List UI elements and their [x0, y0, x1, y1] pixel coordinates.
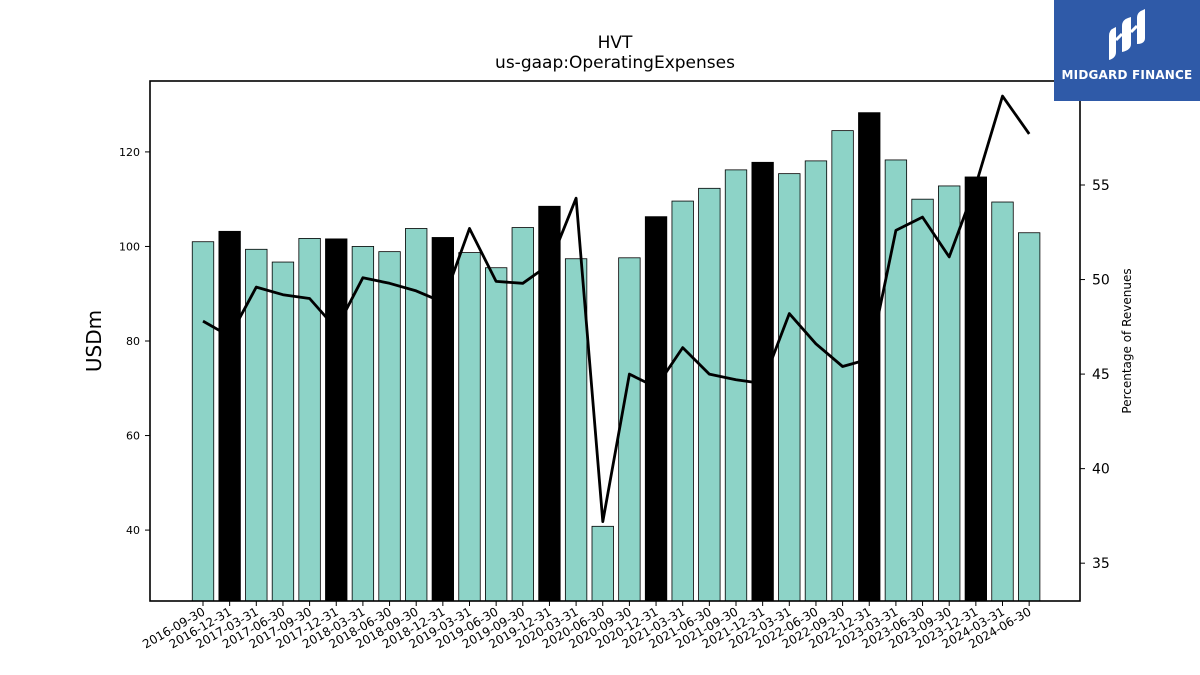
- bar-2017-09-30: [298, 238, 321, 602]
- y2-tick-label: 45: [1092, 367, 1110, 383]
- bar-2016-12-31: [218, 230, 241, 602]
- bar-2020-09-30: [618, 257, 641, 602]
- y2-tick-label: 55: [1092, 178, 1110, 194]
- bar-2018-03-31: [351, 246, 375, 602]
- bar-2023-12-31: [964, 176, 987, 602]
- y-axis: 40 60 80 100 120: [119, 146, 150, 537]
- y2-tick-label: 35: [1092, 556, 1110, 572]
- bar-2019-06-30: [484, 267, 508, 602]
- y-axis-label: USDm: [82, 310, 106, 372]
- bar-2023-09-30: [938, 185, 961, 602]
- y2-axis: 35 40 45 50 55: [1080, 178, 1110, 572]
- bar-2020-06-30: [591, 525, 614, 602]
- ratio-line: [202, 94, 1031, 523]
- midgard-logo-icon: [1109, 9, 1145, 60]
- line-group: [202, 94, 1031, 523]
- bar-2019-03-31: [458, 252, 481, 602]
- bar-2018-06-30: [378, 251, 401, 602]
- bar-2020-12-31: [644, 216, 668, 602]
- bars-group: [191, 112, 1041, 602]
- bar-2022-03-31: [778, 173, 801, 602]
- bar-2017-12-31: [325, 238, 348, 602]
- bar-2017-06-30: [271, 261, 295, 602]
- bar-2021-06-30: [698, 187, 721, 602]
- bar-2021-09-30: [724, 169, 748, 602]
- bar-2016-09-30: [191, 241, 215, 602]
- y2-tick-label: 40: [1092, 462, 1110, 478]
- y-tick-label: 80: [126, 335, 140, 348]
- chart-title: HVT: [598, 33, 633, 53]
- y-tick-label: 120: [119, 146, 140, 159]
- bar-2023-06-30: [911, 198, 934, 602]
- y-tick-label: 100: [119, 240, 140, 253]
- bar-2022-06-30: [804, 160, 828, 602]
- chart-subtitle: us-gaap:OperatingExpenses: [495, 53, 735, 73]
- bar-2021-03-31: [671, 200, 694, 602]
- bar-2020-03-31: [564, 258, 588, 602]
- logo-text: MIDGARD FINANCE: [1061, 68, 1193, 82]
- x-axis: 2016-09-302016-12-312017-03-312017-06-30…: [140, 601, 1034, 651]
- y-tick-label: 40: [126, 524, 140, 537]
- brand-logo: MIDGARD FINANCE: [1054, 0, 1200, 101]
- y-tick-label: 60: [126, 430, 140, 443]
- bar-2024-06-30: [1018, 232, 1041, 602]
- y2-axis-label: Percentage of Revenues: [1120, 268, 1134, 413]
- bar-2024-03-31: [991, 201, 1014, 602]
- bar-2018-09-30: [405, 228, 428, 602]
- y2-tick-label: 50: [1092, 273, 1110, 289]
- bar-2018-12-31: [431, 237, 455, 602]
